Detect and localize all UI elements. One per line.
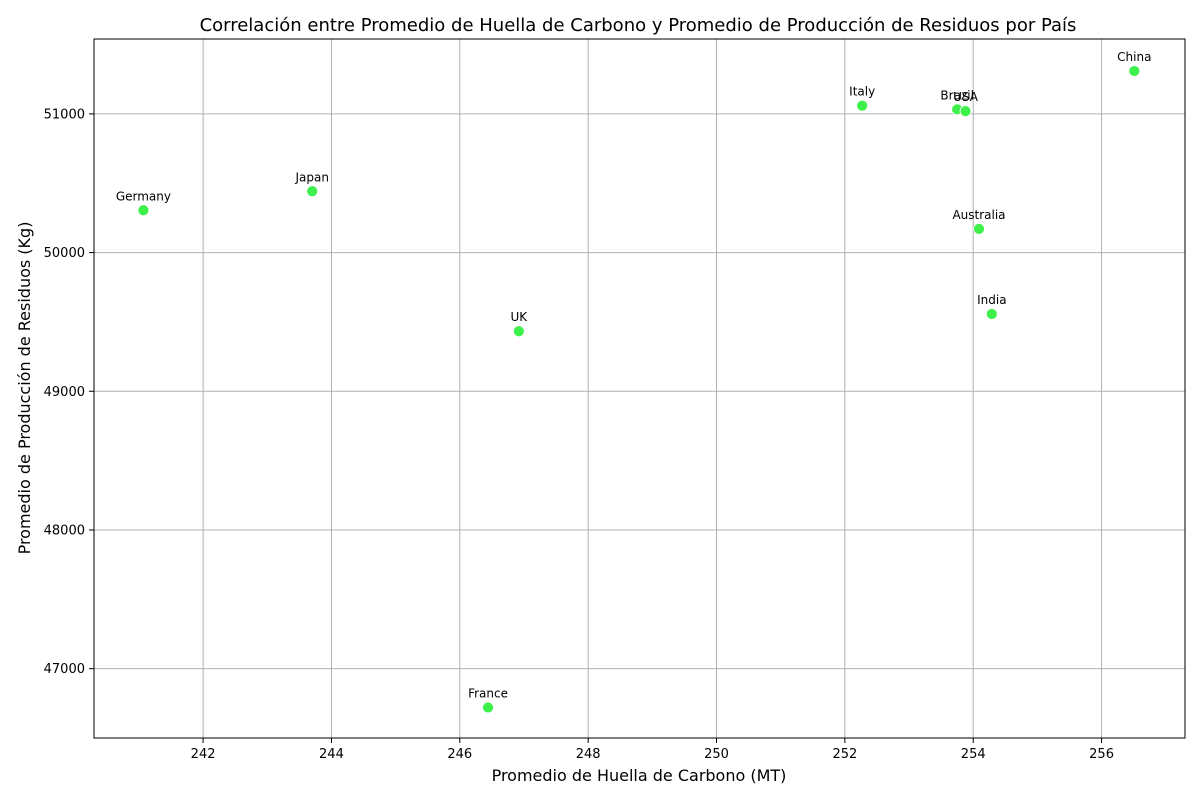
x-tick-label: 242 <box>191 747 216 762</box>
data-point-usa <box>959 105 972 118</box>
point-label-japan: Japan <box>294 170 328 184</box>
data-point-italy <box>856 99 869 112</box>
grid-lines <box>94 39 1185 738</box>
point-label-brazil: Brazil <box>940 88 974 102</box>
plot-frame <box>93 38 1186 739</box>
y-tick-label: 49000 <box>44 385 85 400</box>
point-label-france: France <box>468 686 508 700</box>
x-tick-label: 246 <box>447 747 472 762</box>
data-point-china <box>1128 65 1141 77</box>
point-label-china: China <box>1117 50 1151 64</box>
data-point-india <box>985 308 998 320</box>
x-axis-label: Promedio de Huella de Carbono (MT) <box>492 766 787 785</box>
x-tick-label: 252 <box>832 747 857 762</box>
data-point-japan <box>306 185 319 198</box>
y-tick-label: 47000 <box>44 662 85 677</box>
data-point-uk <box>512 325 525 338</box>
x-tick-label: 256 <box>1089 747 1114 762</box>
y-axis-label: Promedio de Producción de Residuos (Kg) <box>15 222 34 555</box>
point-label-usa: USA <box>953 90 979 104</box>
chart-title: Correlación entre Promedio de Huella de … <box>200 15 1077 36</box>
y-tick-label: 51000 <box>44 107 85 122</box>
x-tick-label: 250 <box>704 747 729 762</box>
axis-ticks: 242 244 246 248 250 252 254 256 47000 48000 49000 5… <box>44 107 1114 762</box>
point-label-uk: UK <box>511 310 529 324</box>
data-point-australia <box>973 222 985 235</box>
point-label-australia: Australia <box>952 208 1005 222</box>
data-point-germany <box>137 204 150 217</box>
point-label-india: India <box>977 293 1006 307</box>
data-point-france <box>482 701 494 714</box>
y-tick-label: 50000 <box>44 246 85 261</box>
y-tick-label: 48000 <box>44 523 85 538</box>
point-label-germany: Germany <box>116 189 171 203</box>
point-label-italy: Italy <box>849 85 875 99</box>
x-tick-label: 244 <box>319 747 344 762</box>
x-tick-label: 248 <box>576 747 601 762</box>
x-tick-label: 254 <box>961 747 986 762</box>
